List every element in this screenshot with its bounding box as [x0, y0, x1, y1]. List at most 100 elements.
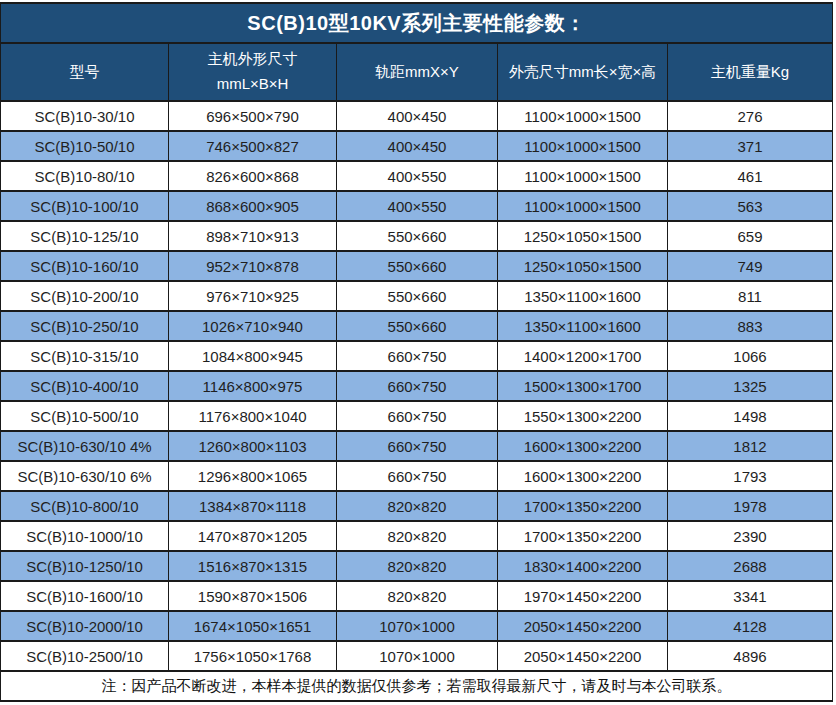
table-cell: 811 — [668, 281, 833, 311]
table-cell: 276 — [668, 101, 833, 131]
table-cell: 1500×1300×1700 — [498, 371, 668, 401]
table-cell: 1812 — [668, 431, 833, 461]
table-cell: 820×820 — [337, 551, 498, 581]
table-cell: 1100×1000×1500 — [498, 101, 668, 131]
table-cell: 883 — [668, 311, 833, 341]
table-cell: 1070×1000 — [337, 641, 498, 671]
table-cell: 400×550 — [337, 191, 498, 221]
table-cell: SC(B)10-160/10 — [1, 251, 169, 281]
table-cell: 1384×870×1118 — [169, 491, 337, 521]
table-cell: SC(B)10-800/10 — [1, 491, 169, 521]
table-cell: 563 — [668, 191, 833, 221]
table-cell: 1084×800×945 — [169, 341, 337, 371]
table-cell: 952×710×878 — [169, 251, 337, 281]
table-cell: 1260×800×1103 — [169, 431, 337, 461]
table-row: SC(B)10-800/101384×870×1118820×8201700×1… — [1, 491, 833, 521]
table-cell: 976×710×925 — [169, 281, 337, 311]
table-row: SC(B)10-2000/101674×1050×16511070×100020… — [1, 611, 833, 641]
table-cell: 1176×800×1040 — [169, 401, 337, 431]
table-cell: SC(B)10-30/10 — [1, 101, 169, 131]
table-cell: 1146×800×975 — [169, 371, 337, 401]
table-cell: 1026×710×940 — [169, 311, 337, 341]
table-cell: 1590×870×1506 — [169, 581, 337, 611]
table-cell: 1600×1300×2200 — [498, 461, 668, 491]
table-cell: 461 — [668, 161, 833, 191]
table-cell: 1100×1000×1500 — [498, 191, 668, 221]
table-cell: SC(B)10-2500/10 — [1, 641, 169, 671]
table-cell: 660×750 — [337, 401, 498, 431]
column-header-track: 轨距mmX×Y — [337, 43, 498, 101]
table-cell: 4896 — [668, 641, 833, 671]
table-cell: 4128 — [668, 611, 833, 641]
table-cell: SC(B)10-630/10 6% — [1, 461, 169, 491]
table-row: SC(B)10-400/101146×800×975660×7501500×13… — [1, 371, 833, 401]
table-cell: 1350×1100×1600 — [498, 281, 668, 311]
table-cell: SC(B)10-2000/10 — [1, 611, 169, 641]
table-cell: 1400×1200×1700 — [498, 341, 668, 371]
note-row: 注：因产品不断改进，本样本提供的数据仅供参考；若需取得最新尺寸，请及时与本公司联… — [1, 671, 833, 701]
page-title: SC(B)10型10KV系列主要性能参数： — [1, 3, 833, 43]
spec-sheet-page: SC(B)10型10KV系列主要性能参数： 型号 主机外形尺寸 mmL×B×H … — [0, 0, 836, 705]
table-cell: 2050×1450×2200 — [498, 641, 668, 671]
table-cell: SC(B)10-1250/10 — [1, 551, 169, 581]
spec-table-body: SC(B)10-30/10696×500×790400×4501100×1000… — [1, 101, 833, 671]
table-cell: 1100×1000×1500 — [498, 161, 668, 191]
table-row: SC(B)10-100/10868×600×905400×5501100×100… — [1, 191, 833, 221]
table-cell: 1070×1000 — [337, 611, 498, 641]
table-cell: 400×550 — [337, 161, 498, 191]
spec-table: SC(B)10型10KV系列主要性能参数： 型号 主机外形尺寸 mmL×B×H … — [0, 2, 833, 702]
table-cell: 400×450 — [337, 101, 498, 131]
table-row: SC(B)10-250/101026×710×940550×6601350×11… — [1, 311, 833, 341]
footnote: 注：因产品不断改进，本样本提供的数据仅供参考；若需取得最新尺寸，请及时与本公司联… — [1, 671, 833, 701]
table-cell: 696×500×790 — [169, 101, 337, 131]
table-cell: SC(B)10-400/10 — [1, 371, 169, 401]
table-cell: 1756×1050×1768 — [169, 641, 337, 671]
column-header-weight: 主机重量Kg — [668, 43, 833, 101]
table-cell: 1296×800×1065 — [169, 461, 337, 491]
table-cell: 1830×1400×2200 — [498, 551, 668, 581]
column-header-model: 型号 — [1, 43, 169, 101]
table-row: SC(B)10-630/10 6%1296×800×1065660×750160… — [1, 461, 833, 491]
table-cell: 898×710×913 — [169, 221, 337, 251]
table-cell: 2390 — [668, 521, 833, 551]
table-row: SC(B)10-1600/101590×870×1506820×8201970×… — [1, 581, 833, 611]
table-cell: SC(B)10-100/10 — [1, 191, 169, 221]
table-cell: SC(B)10-315/10 — [1, 341, 169, 371]
table-cell: 660×750 — [337, 371, 498, 401]
table-row: SC(B)10-315/101084×800×945660×7501400×12… — [1, 341, 833, 371]
table-cell: 3341 — [668, 581, 833, 611]
table-cell: 1350×1100×1600 — [498, 311, 668, 341]
table-cell: 1100×1000×1500 — [498, 131, 668, 161]
table-cell: 746×500×827 — [169, 131, 337, 161]
table-cell: SC(B)10-125/10 — [1, 221, 169, 251]
table-row: SC(B)10-30/10696×500×790400×4501100×1000… — [1, 101, 833, 131]
table-cell: 660×750 — [337, 461, 498, 491]
table-cell: 659 — [668, 221, 833, 251]
table-cell: 2688 — [668, 551, 833, 581]
table-cell: 2050×1450×2200 — [498, 611, 668, 641]
table-cell: 400×450 — [337, 131, 498, 161]
table-row: SC(B)10-200/10976×710×925550×6601350×110… — [1, 281, 833, 311]
table-cell: 1978 — [668, 491, 833, 521]
table-cell: 550×660 — [337, 251, 498, 281]
table-cell: 1674×1050×1651 — [169, 611, 337, 641]
table-cell: 1516×870×1315 — [169, 551, 337, 581]
table-row: SC(B)10-1000/101470×870×1205820×8201700×… — [1, 521, 833, 551]
table-cell: 820×820 — [337, 521, 498, 551]
table-row: SC(B)10-500/101176×800×1040660×7501550×1… — [1, 401, 833, 431]
table-row: SC(B)10-2500/101756×1050×17681070×100020… — [1, 641, 833, 671]
table-row: SC(B)10-80/10826×600×868400×5501100×1000… — [1, 161, 833, 191]
table-cell: 820×820 — [337, 491, 498, 521]
table-cell: SC(B)10-1000/10 — [1, 521, 169, 551]
table-cell: 1325 — [668, 371, 833, 401]
table-cell: 660×750 — [337, 341, 498, 371]
table-cell: 1470×870×1205 — [169, 521, 337, 551]
table-cell: 550×660 — [337, 311, 498, 341]
table-cell: 868×600×905 — [169, 191, 337, 221]
table-cell: SC(B)10-50/10 — [1, 131, 169, 161]
table-cell: 749 — [668, 251, 833, 281]
table-cell: 1793 — [668, 461, 833, 491]
table-cell: SC(B)10-630/10 4% — [1, 431, 169, 461]
table-cell: 820×820 — [337, 581, 498, 611]
table-cell: 1250×1050×1500 — [498, 251, 668, 281]
